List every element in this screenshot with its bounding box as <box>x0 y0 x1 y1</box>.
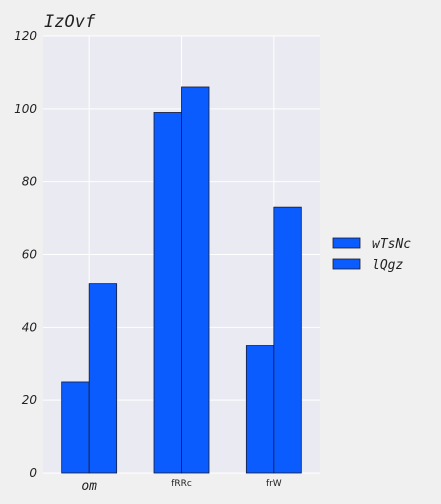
x-tick-label: frW <box>266 479 282 489</box>
y-tick-label: 40 <box>22 320 38 334</box>
legend: wTsNc lQgz <box>332 237 411 273</box>
y-tick-label: 120 <box>14 29 37 43</box>
y-tick-label: 20 <box>22 393 38 407</box>
x-axis-ticks: om fRRc frW <box>81 479 281 494</box>
legend-label: lQgz <box>372 258 403 273</box>
bars <box>61 86 302 474</box>
legend-label: wTsNc <box>372 237 411 252</box>
bar-lQgz-fRRc <box>181 86 210 474</box>
x-tick-label: om <box>81 479 97 494</box>
x-tick-label: fRRc <box>171 479 192 489</box>
y-tick-label: 0 <box>29 466 37 480</box>
bar-lQgz-om <box>88 283 118 474</box>
y-tick-label: 60 <box>22 248 38 262</box>
legend-swatch <box>332 258 361 270</box>
bar-wTsNc-om <box>61 381 90 474</box>
bar-wTsNc-fRRc <box>153 112 182 474</box>
y-tick-label: 100 <box>14 102 37 116</box>
y-tick-label: 80 <box>22 175 38 189</box>
y-axis-ticks: 0 20 40 60 80 100 120 <box>14 29 37 480</box>
bar-lQgz-frW <box>273 206 302 474</box>
bar-wTsNc-frW <box>245 345 275 474</box>
chart-title: IzOvf <box>44 12 96 32</box>
legend-swatch <box>332 237 361 249</box>
